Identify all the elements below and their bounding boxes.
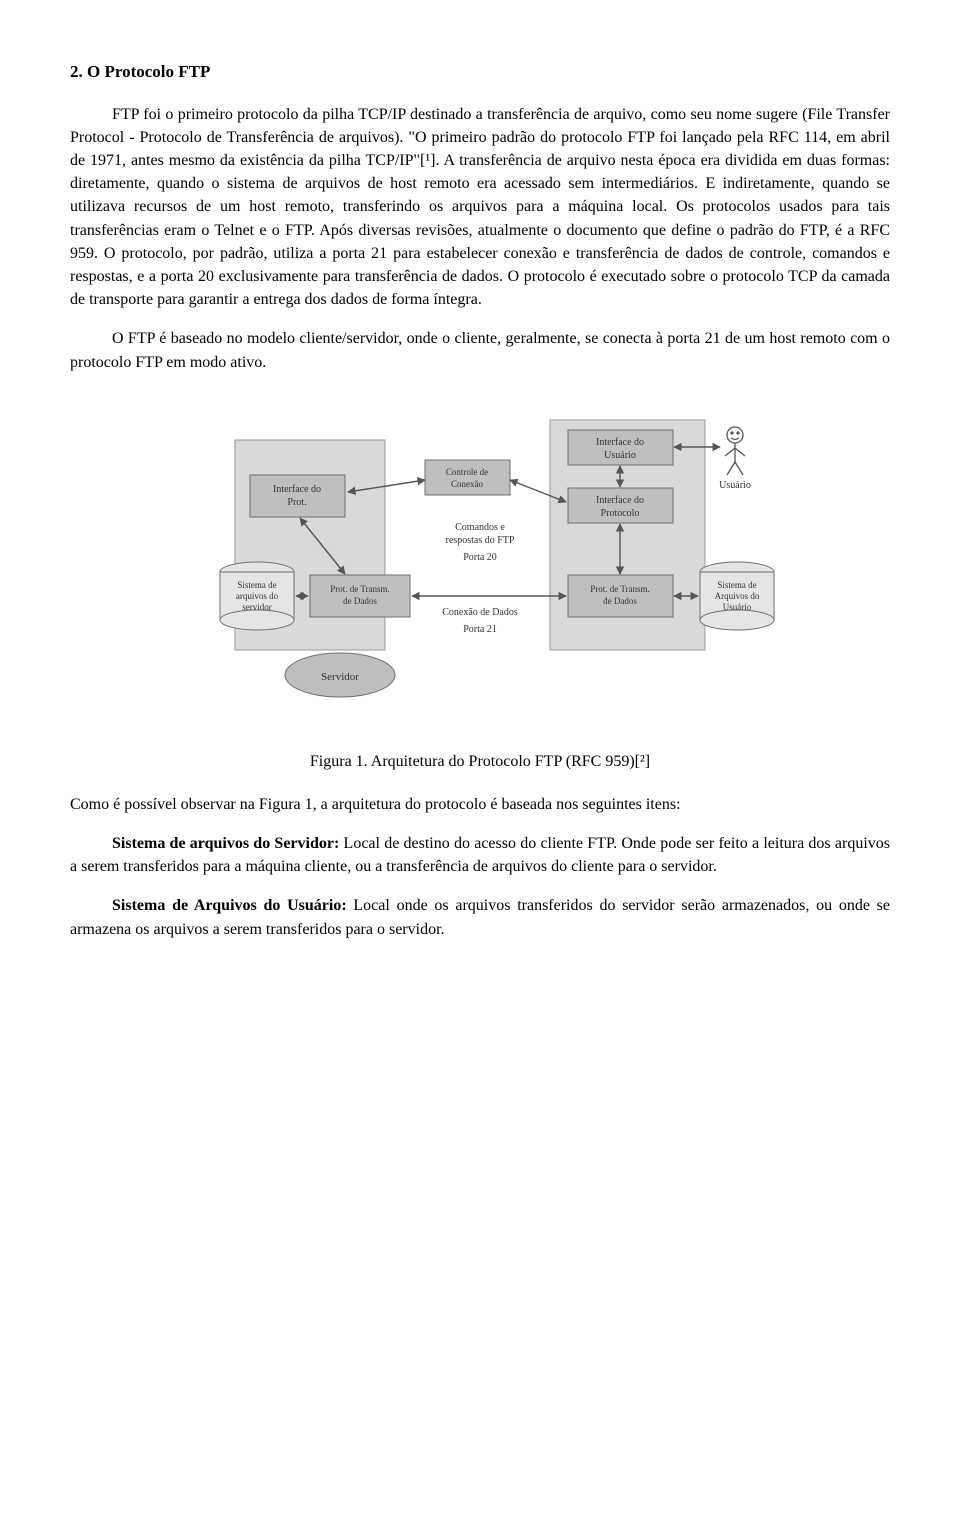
box-interface-user: Interface do Usuário	[568, 430, 673, 465]
box-pdt-client: Prot. de Transm. de Dados	[568, 575, 673, 617]
svg-text:Usuário: Usuário	[723, 602, 752, 612]
svg-text:Sistema de: Sistema de	[237, 580, 276, 590]
label-cmds-resps-2: respostas do FTP	[446, 535, 515, 546]
svg-text:Sistema de: Sistema de	[717, 580, 756, 590]
svg-text:Interface do: Interface do	[596, 437, 644, 448]
servidor-label-ellipse: Servidor	[285, 653, 395, 697]
paragraph-1: FTP foi o primeiro protocolo da pilha TC…	[70, 103, 890, 312]
svg-text:arquivos do: arquivos do	[236, 591, 279, 601]
svg-text:Conexão: Conexão	[451, 479, 483, 489]
svg-text:Controle de: Controle de	[446, 467, 488, 477]
svg-text:Usuário: Usuário	[604, 450, 636, 461]
usuario-label: Usuário	[719, 480, 751, 491]
svg-text:Servidor: Servidor	[321, 671, 359, 683]
svg-text:servidor: servidor	[242, 602, 272, 612]
p4-bold: Sistema de arquivos do Servidor:	[112, 835, 344, 852]
paragraph-2: O FTP é baseado no modelo cliente/servid…	[70, 327, 890, 373]
svg-text:Prot.: Prot.	[287, 497, 306, 508]
svg-text:Interface do: Interface do	[273, 484, 321, 495]
user-filesystem-cylinder: Sistema de Arquivos do Usuário	[700, 562, 774, 630]
box-pdt-server: Prot. de Transm. de Dados	[310, 575, 410, 617]
paragraph-4: Sistema de arquivos do Servidor: Local d…	[70, 832, 890, 878]
svg-text:Prot. de Transm.: Prot. de Transm.	[590, 584, 650, 594]
server-filesystem-cylinder: Sistema de arquivos do servidor	[220, 562, 294, 630]
box-control-connection: Controle de Conexão	[425, 460, 510, 495]
label-dataconn: Conexão de Dados	[442, 607, 518, 618]
ftp-architecture-diagram: Sistema de arquivos do servidor Sistema …	[180, 390, 780, 730]
svg-text:de Dados: de Dados	[603, 596, 637, 606]
svg-text:Arquivos do: Arquivos do	[715, 591, 760, 601]
section-title: 2. O Protocolo FTP	[70, 60, 890, 85]
paragraph-5: Sistema de Arquivos do Usuário: Local on…	[70, 894, 890, 940]
p5-bold: Sistema de Arquivos do Usuário:	[112, 897, 353, 914]
paragraph-3: Como é possível observar na Figura 1, a …	[70, 793, 890, 816]
figure-1: Sistema de arquivos do servidor Sistema …	[70, 390, 890, 730]
figure-1-caption: Figura 1. Arquitetura do Protocolo FTP (…	[70, 750, 890, 773]
box-interface-prot-server: Interface do Prot.	[250, 475, 345, 517]
svg-text:Interface do: Interface do	[596, 495, 644, 506]
label-port20: Porta 20	[463, 552, 497, 563]
label-cmds-resps: Comandos e	[455, 522, 505, 533]
box-interface-protocol: Interface do Protocolo	[568, 488, 673, 523]
svg-text:Protocolo: Protocolo	[601, 508, 640, 519]
svg-text:de Dados: de Dados	[343, 596, 377, 606]
svg-text:Prot. de Transm.: Prot. de Transm.	[330, 584, 390, 594]
label-port21: Porta 21	[463, 624, 497, 635]
